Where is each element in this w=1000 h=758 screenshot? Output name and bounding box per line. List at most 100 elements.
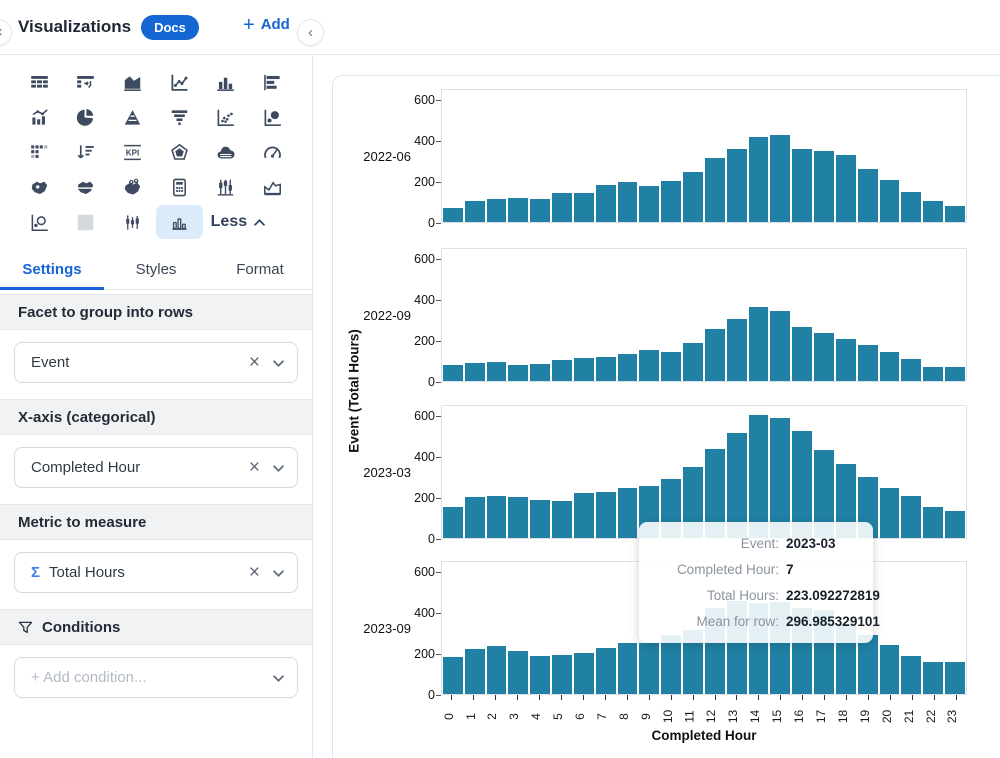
bar[interactable] <box>792 431 813 538</box>
bar[interactable] <box>443 657 463 694</box>
bar[interactable] <box>573 358 594 381</box>
bar[interactable] <box>486 496 507 538</box>
bar[interactable] <box>923 662 944 694</box>
bar[interactable] <box>464 649 485 694</box>
tab-styles[interactable]: Styles <box>135 261 177 278</box>
viz-icon-combo-chart[interactable] <box>16 100 63 134</box>
bar[interactable] <box>573 493 594 538</box>
bar[interactable] <box>879 645 900 694</box>
bar[interactable] <box>901 656 922 694</box>
viz-icon-calculator[interactable] <box>156 170 203 204</box>
viz-icon-box-plot[interactable] <box>203 170 250 204</box>
clear-icon[interactable]: × <box>248 457 260 478</box>
bar[interactable] <box>552 655 572 694</box>
bar[interactable] <box>835 339 856 381</box>
bar[interactable] <box>748 307 769 381</box>
viz-icon-pin-map[interactable] <box>109 170 156 204</box>
bar[interactable] <box>464 201 485 222</box>
bar[interactable] <box>683 172 703 222</box>
bar[interactable] <box>552 501 572 538</box>
xaxis-select[interactable]: Completed Hour × <box>14 447 298 488</box>
viz-icon-table[interactable] <box>16 65 63 99</box>
bar[interactable] <box>901 496 922 538</box>
tab-format[interactable]: Format <box>236 261 284 278</box>
viz-icon-bubble-outline-chart[interactable] <box>16 205 63 239</box>
bar[interactable] <box>486 362 507 381</box>
bar[interactable] <box>814 333 834 381</box>
bar[interactable] <box>508 497 529 538</box>
bar[interactable] <box>617 182 638 222</box>
bar[interactable] <box>879 180 900 222</box>
bar[interactable] <box>923 507 944 538</box>
bar[interactable] <box>464 497 485 538</box>
bar[interactable] <box>792 149 813 222</box>
bar[interactable] <box>683 343 703 381</box>
viz-icon-bar-chart[interactable] <box>203 65 250 99</box>
bar[interactable] <box>530 364 551 381</box>
bar[interactable] <box>748 137 769 222</box>
metric-select[interactable]: Σ Total Hours × <box>14 552 298 593</box>
bar[interactable] <box>901 359 922 381</box>
bar[interactable] <box>443 507 463 538</box>
viz-icon-world-map[interactable] <box>16 170 63 204</box>
less-toggle[interactable]: Less <box>203 205 296 239</box>
bar[interactable] <box>573 653 594 694</box>
add-button[interactable]: + Add <box>237 15 296 35</box>
viz-icon-stacked-donut[interactable] <box>203 135 250 169</box>
bar[interactable] <box>508 198 529 222</box>
bar[interactable] <box>443 208 463 222</box>
bar[interactable] <box>552 360 572 381</box>
bar[interactable] <box>814 151 834 222</box>
viz-icon-area-chart[interactable] <box>109 65 156 99</box>
bar[interactable] <box>530 500 551 538</box>
viz-icon-kpi[interactable]: KPI <box>109 135 156 169</box>
bar[interactable] <box>726 149 747 222</box>
viz-icon-pivot-table[interactable] <box>63 65 110 99</box>
bar[interactable] <box>748 415 769 538</box>
clear-icon[interactable]: × <box>248 562 260 583</box>
facet-select[interactable]: Event × <box>14 342 298 383</box>
bar[interactable] <box>486 646 507 694</box>
add-condition-select[interactable]: + Add condition... <box>14 657 298 698</box>
viz-icon-bubble-chart[interactable] <box>249 100 296 134</box>
bar[interactable] <box>770 418 791 538</box>
bar[interactable] <box>835 155 856 222</box>
bar[interactable] <box>530 199 551 222</box>
bar[interactable] <box>661 635 682 694</box>
bar[interactable] <box>683 467 703 538</box>
bar[interactable] <box>508 365 529 381</box>
bar[interactable] <box>617 643 638 694</box>
bar[interactable] <box>945 206 965 222</box>
viz-icon-scatter-plot[interactable] <box>203 100 250 134</box>
collapse-sidebar-button[interactable]: ‹ <box>297 19 324 46</box>
bar[interactable] <box>508 651 529 694</box>
viz-icon-horizontal-bar-chart[interactable] <box>249 65 296 99</box>
bar[interactable] <box>617 354 638 381</box>
viz-icon-pie-chart[interactable] <box>63 100 110 134</box>
bar[interactable] <box>726 319 747 381</box>
bar[interactable] <box>879 352 900 381</box>
viz-icon-placeholder[interactable] <box>63 205 110 239</box>
bar[interactable] <box>661 352 682 381</box>
bar[interactable] <box>704 158 725 222</box>
bar[interactable] <box>770 135 791 222</box>
bar[interactable] <box>704 329 725 381</box>
bar[interactable] <box>443 365 463 381</box>
bar[interactable] <box>814 450 834 538</box>
bar[interactable] <box>530 656 551 694</box>
close-panel-button[interactable]: × <box>0 19 12 46</box>
viz-icon-faceted-bar-chart[interactable] <box>156 205 203 239</box>
tab-settings[interactable]: Settings <box>0 253 104 290</box>
viz-icon-funnel-chart[interactable] <box>156 100 203 134</box>
bar[interactable] <box>726 433 747 538</box>
viz-icon-line-chart[interactable] <box>156 65 203 99</box>
clear-icon[interactable]: × <box>248 352 260 373</box>
bar[interactable] <box>835 464 856 538</box>
bar[interactable] <box>879 488 900 538</box>
bar[interactable] <box>857 635 878 694</box>
viz-icon-candlestick-chart[interactable] <box>109 205 156 239</box>
viz-icon-sorted-bar-chart[interactable] <box>63 135 110 169</box>
bar[interactable] <box>595 185 616 222</box>
bar[interactable] <box>639 186 660 222</box>
bar[interactable] <box>464 363 485 381</box>
